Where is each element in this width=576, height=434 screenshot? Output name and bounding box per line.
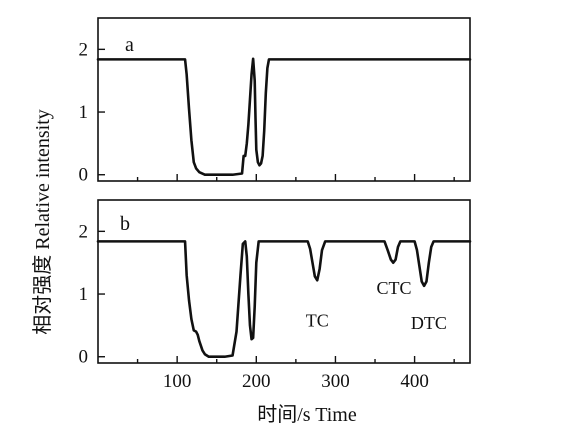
panel-a-ytick-label: 2 — [79, 39, 89, 60]
x-axis-title: 时间/s Time — [257, 403, 357, 426]
panel-a-ticks — [98, 48, 455, 181]
panel-b-xtick-label: 300 — [321, 371, 350, 392]
panel-b-letter: b — [120, 213, 130, 235]
panel-a-ytick-label: 0 — [79, 165, 89, 186]
peak-label-tc: TC — [306, 311, 329, 331]
panel-b-ytick-label: 0 — [79, 347, 89, 368]
panel-a-ytick-label: 1 — [79, 102, 89, 123]
y-axis-title: 相对强度 Relative intensity — [31, 109, 54, 335]
panel-b-ticks — [98, 230, 455, 363]
panel-b: 0 1 2 100 200 300 400 b TC CTC DTC — [79, 199, 472, 392]
panel-b-frame — [97, 199, 471, 364]
panel-b-ytick-label: 1 — [79, 284, 89, 305]
panel-b-xtick-label: 100 — [163, 371, 192, 392]
panel-a: 0 1 2 a — [79, 17, 472, 186]
peak-label-dtc: DTC — [411, 313, 447, 333]
panel-a-ytick-labels: 0 1 2 — [79, 39, 89, 185]
panel-b-ytick-labels: 0 1 2 — [79, 221, 89, 367]
panel-b-xtick-label: 400 — [400, 371, 429, 392]
panel-b-ytick-label: 2 — [79, 221, 89, 242]
panel-a-frame — [97, 17, 471, 182]
panel-b-xtick-labels: 100 200 300 400 — [163, 371, 429, 392]
panel-a-trace — [96, 57, 472, 177]
peak-label-ctc: CTC — [377, 278, 412, 298]
panel-a-letter: a — [125, 34, 134, 56]
panel-b-xtick-label: 200 — [242, 371, 271, 392]
panel-b-annotations: TC CTC DTC — [306, 278, 447, 333]
panel-b-trace — [96, 240, 472, 359]
